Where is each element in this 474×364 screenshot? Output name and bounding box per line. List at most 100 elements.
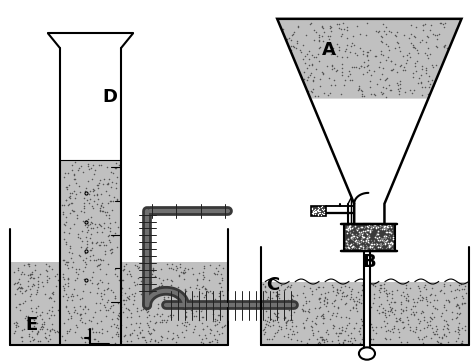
Point [358,91,366,97]
Point [126,296,133,302]
Point [328,282,336,288]
Point [102,313,109,319]
Point [319,38,327,44]
Point [383,314,390,320]
Point [17,301,24,307]
Point [387,307,395,313]
Point [320,297,328,302]
Point [444,339,452,345]
Point [431,314,438,320]
Point [377,241,384,246]
Point [389,66,397,72]
Point [68,313,75,318]
Point [333,286,341,292]
Point [364,340,371,346]
Point [347,336,355,341]
Point [396,85,404,91]
Point [43,268,50,274]
Point [86,197,93,202]
Point [438,288,445,293]
Point [319,315,327,321]
Point [80,276,88,282]
Point [202,306,210,312]
Point [180,303,187,309]
Point [432,44,440,50]
Point [83,324,91,330]
Point [455,331,463,336]
Point [399,319,406,325]
Point [320,209,328,215]
Point [301,283,308,289]
Point [355,233,363,238]
Point [87,214,95,220]
Point [351,225,359,230]
Point [56,308,64,313]
Point [71,302,79,308]
Point [410,44,418,50]
Point [51,329,59,335]
Point [75,294,83,300]
Point [94,182,102,188]
Point [400,64,408,70]
Point [57,304,65,310]
Point [118,277,126,283]
Point [362,327,370,332]
Point [305,336,313,342]
Point [173,265,181,271]
Point [365,319,373,325]
Point [125,307,132,313]
Point [429,83,437,89]
Point [335,330,343,336]
Point [219,277,226,282]
Point [103,209,110,215]
Point [375,234,383,240]
Point [87,313,95,319]
Point [28,272,36,277]
Point [348,77,356,83]
Point [262,321,269,327]
Point [428,62,436,68]
Point [383,223,391,229]
Point [415,285,422,291]
Point [419,92,426,98]
Point [77,307,85,313]
Point [211,323,219,328]
Point [316,334,324,340]
Point [376,286,383,292]
Point [314,328,322,334]
Point [411,34,419,40]
Point [353,241,360,246]
Point [419,309,427,315]
Point [161,317,168,323]
Point [109,170,117,176]
Point [440,323,447,329]
Point [425,74,433,79]
Point [323,299,331,305]
Point [454,329,461,335]
Point [72,323,80,328]
Point [18,284,25,290]
Point [64,322,72,328]
Point [431,292,439,298]
Point [305,62,313,68]
Point [263,318,270,324]
Point [377,237,384,243]
Point [219,288,226,294]
Point [297,338,304,344]
Point [367,223,375,229]
Point [108,170,115,175]
Point [454,314,461,320]
Point [353,233,360,239]
Point [314,93,321,99]
Point [385,243,393,249]
Point [389,236,397,242]
Point [73,310,81,316]
Point [381,306,389,312]
Point [319,71,326,77]
Point [198,284,206,290]
Point [29,281,37,287]
Point [314,51,322,57]
Point [348,236,356,242]
Point [27,291,35,297]
Point [341,283,348,289]
